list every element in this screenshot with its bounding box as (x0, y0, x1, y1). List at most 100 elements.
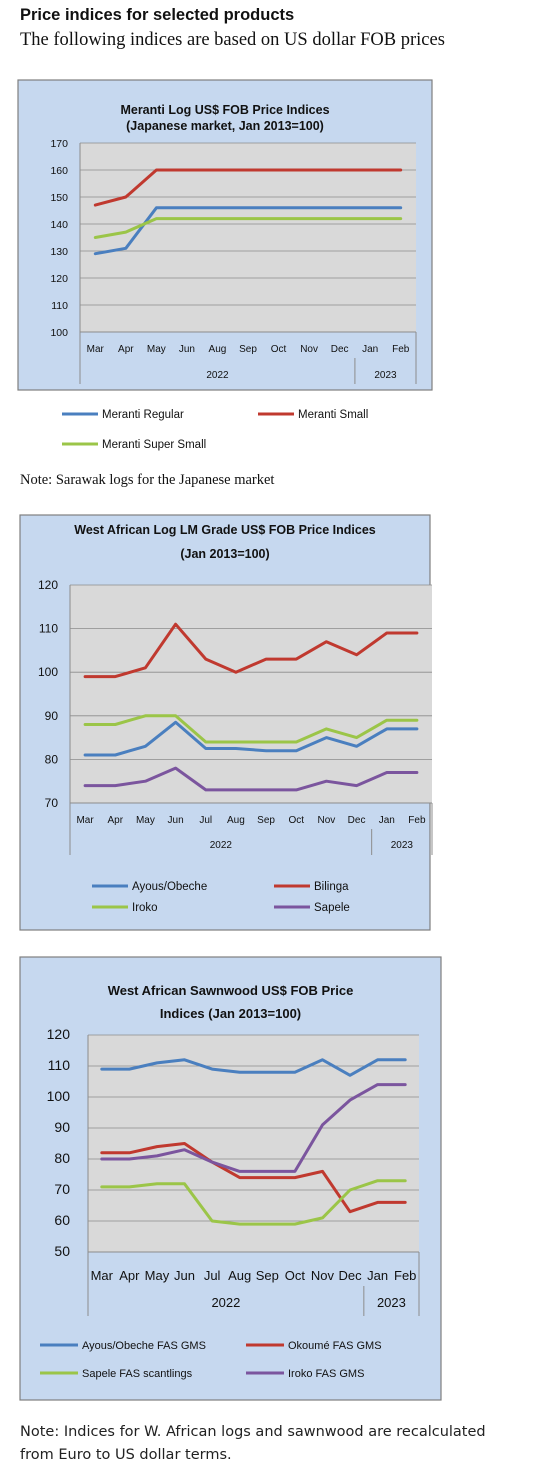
x-tick-label: Jan (379, 815, 395, 826)
x-tick-label: Feb (392, 344, 410, 355)
chart-frame (19, 514, 431, 931)
x-tick-label: Mar (87, 344, 105, 355)
chart-title: West African Sawnwood US$ FOB Price (108, 983, 354, 998)
x-tick-label: Mar (91, 1268, 114, 1283)
series-line (100, 1142, 407, 1214)
series-line (93, 217, 403, 239)
chart-frame (19, 956, 442, 1401)
y-tick-label: 70 (54, 1181, 70, 1197)
chart-title: Indices (Jan 2013=100) (160, 1006, 301, 1021)
y-tick-label: 130 (50, 246, 68, 258)
x-tick-label: Nov (311, 1268, 335, 1283)
y-tick-label: 80 (54, 1150, 70, 1166)
y-tick-label: 140 (50, 219, 68, 231)
y-tick-label: 110 (39, 622, 58, 636)
chart-title: (Jan 2013=100) (180, 547, 269, 561)
legend-label: Ayous/Obeche (132, 881, 207, 893)
series-line (83, 766, 419, 792)
x-tick-label: Nov (318, 815, 336, 826)
x-tick-label: Jul (204, 1268, 221, 1283)
x-tick-label: Aug (227, 815, 245, 826)
plot-area (70, 585, 432, 803)
note-sarawak: Note: Sarawak logs for the Japanese mark… (20, 472, 275, 488)
x-tick-label: Oct (288, 815, 304, 826)
y-tick-label: 110 (48, 1057, 71, 1073)
y-tick-label: 90 (54, 1119, 70, 1135)
y-tick-label: 110 (51, 300, 68, 312)
x-tick-label: Jun (179, 344, 195, 355)
x-tick-label: Aug (228, 1268, 251, 1283)
page-title: Price indices for selected products (20, 6, 295, 24)
legend-label: Meranti Small (298, 409, 368, 421)
year-label: 2023 (377, 1295, 406, 1310)
y-tick-label: 90 (45, 709, 59, 723)
note-euro-line2: from Euro to US dollar terms. (20, 1447, 232, 1463)
legend-label: Meranti Regular (102, 409, 184, 421)
legend-label: Iroko FAS GMS (288, 1368, 364, 1380)
chart-2: West African Log LM Grade US$ FOB Price … (19, 514, 433, 931)
x-tick-label: Sep (256, 1268, 279, 1283)
legend-label: Sapele FAS scantlings (82, 1368, 193, 1380)
x-tick-label: May (136, 815, 155, 826)
year-label: 2023 (391, 840, 414, 851)
x-tick-label: Jan (362, 344, 378, 355)
legend-label: Meranti Super Small (102, 439, 206, 451)
x-tick-label: Mar (76, 815, 94, 826)
legend-label: Iroko (132, 902, 158, 914)
y-tick-label: 120 (38, 578, 58, 592)
series-line (83, 714, 419, 744)
series-line (100, 1083, 407, 1173)
series-line (83, 720, 419, 757)
x-tick-label: Aug (209, 344, 227, 355)
x-tick-label: Nov (300, 344, 318, 355)
year-label: 2022 (210, 840, 233, 851)
legend-label: Ayous/Obeche FAS GMS (82, 1340, 206, 1352)
year-label: 2022 (206, 370, 229, 381)
x-tick-label: Dec (338, 1268, 362, 1283)
y-tick-label: 100 (50, 327, 68, 339)
y-tick-label: 80 (45, 752, 59, 766)
series-line (93, 168, 403, 207)
series-line (83, 622, 419, 679)
y-tick-label: 60 (54, 1212, 70, 1228)
plot-area (80, 143, 416, 332)
x-tick-label: Sep (239, 344, 257, 355)
x-tick-label: Jul (199, 815, 212, 826)
x-tick-label: Jun (174, 1268, 195, 1283)
y-tick-label: 170 (50, 138, 68, 150)
year-label: 2022 (211, 1295, 240, 1310)
x-tick-label: May (147, 344, 166, 355)
chart-title: Meranti Log US$ FOB Price Indices (120, 103, 329, 117)
y-tick-label: 120 (47, 1026, 71, 1042)
plot-area (88, 1035, 419, 1252)
legend-label: Bilinga (314, 881, 349, 893)
x-tick-label: Apr (119, 1268, 140, 1283)
x-tick-label: Sep (257, 815, 275, 826)
y-tick-label: 100 (38, 665, 58, 679)
year-label: 2023 (374, 370, 397, 381)
x-tick-label: Oct (271, 344, 287, 355)
chart-frame (17, 79, 433, 391)
x-tick-label: Dec (331, 344, 349, 355)
y-tick-label: 70 (45, 796, 59, 810)
x-tick-label: Oct (285, 1268, 306, 1283)
legend-label: Okoumé FAS GMS (288, 1340, 382, 1352)
y-tick-label: 160 (50, 165, 68, 177)
x-tick-label: Feb (394, 1268, 416, 1283)
y-tick-label: 100 (47, 1088, 71, 1104)
page-subtitle: The following indices are based on US do… (20, 30, 445, 50)
x-tick-label: Dec (348, 815, 366, 826)
y-tick-label: 50 (54, 1243, 70, 1259)
x-tick-label: Jan (367, 1268, 388, 1283)
x-tick-label: Feb (408, 815, 426, 826)
x-tick-label: Jun (168, 815, 184, 826)
y-tick-label: 150 (50, 192, 68, 204)
series-line (93, 206, 403, 256)
series-line (100, 1058, 407, 1077)
chart-title: West African Log LM Grade US$ FOB Price … (74, 523, 376, 537)
x-tick-label: Apr (107, 815, 123, 826)
note-euro-line1: Note: Indices for W. African logs and sa… (20, 1424, 486, 1440)
chart-3: West African Sawnwood US$ FOB Price Indic… (19, 956, 442, 1401)
y-tick-label: 120 (50, 273, 68, 285)
